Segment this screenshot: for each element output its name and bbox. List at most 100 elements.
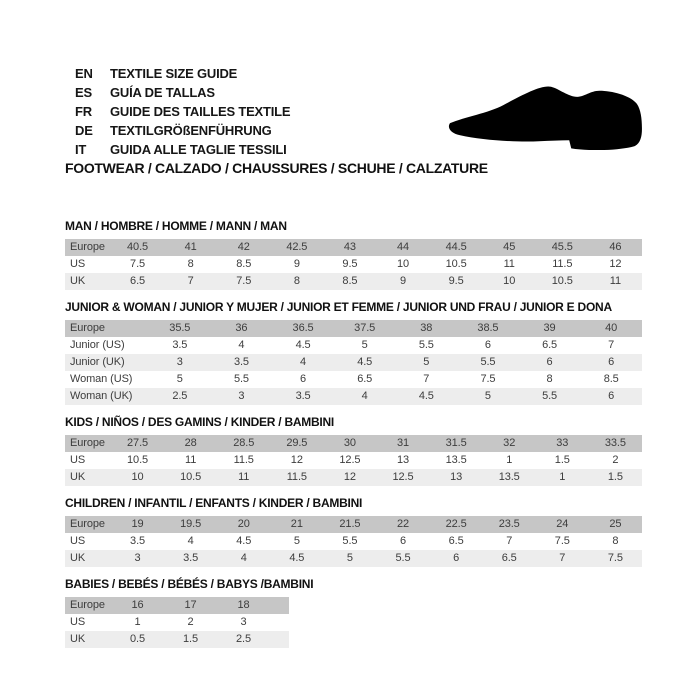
size-cell: 9.5 (448, 275, 464, 287)
size-cell: 22.5 (445, 518, 467, 530)
size-cell: 23.5 (498, 518, 520, 530)
size-cell: 12.5 (392, 471, 414, 483)
table-title: MAN / HOMBRE / HOMME / MANN / MAN (65, 219, 287, 233)
size-cell: 9 (400, 275, 407, 287)
size-cell: 4 (361, 390, 368, 402)
size-cell: 7.5 (554, 535, 570, 547)
size-cell: 5.5 (395, 552, 411, 564)
size-cell: 11.5 (233, 454, 254, 466)
language-row: ES GUÍA DE TALLAS (75, 83, 290, 102)
table-row: UK 0.5 1.5 2.5 (65, 631, 289, 648)
size-cell: 5.5 (480, 356, 496, 368)
size-cell: 33.5 (604, 437, 626, 449)
size-cell: 44.5 (445, 241, 467, 253)
size-cell: 7.5 (130, 258, 146, 270)
language-list: EN TEXTILE SIZE GUIDE ES GUÍA DE TALLAS FR GU… (75, 64, 291, 159)
size-cell: 25 (609, 518, 622, 530)
size-cell: 10 (396, 258, 410, 270)
size-cell: 8.5 (236, 258, 252, 270)
size-cell: 13 (396, 454, 410, 466)
size-cell: 2 (187, 616, 194, 628)
size-cell: 10.5 (180, 471, 202, 483)
language-code: FR (75, 104, 92, 119)
size-cell: 43 (343, 241, 356, 253)
size-cell: 7.5 (607, 552, 623, 564)
size-cell: 45 (503, 241, 516, 253)
size-cell: 11 (609, 275, 621, 287)
size-cell: 6 (484, 339, 491, 351)
table-title: CHILDREN / INFANTIL / ENFANTS / KINDER /… (65, 496, 363, 510)
size-cell: 32 (503, 437, 516, 449)
row-label: UK (70, 633, 86, 645)
row-label: UK (70, 275, 86, 287)
size-cell: 3 (176, 356, 183, 368)
size-cell: 10.5 (127, 454, 149, 466)
row-label: Europe (70, 241, 105, 253)
size-cell: 12 (290, 454, 303, 466)
size-cell: 16 (131, 599, 144, 611)
table-row: US 3.5 4 4.5 5 5.5 6 6.5 7 7.5 8 (65, 533, 642, 550)
size-cell: 3.5 (130, 535, 146, 547)
size-cell: 4.5 (295, 339, 311, 351)
size-cell: 9.5 (342, 258, 358, 270)
size-cell: 21 (290, 518, 303, 530)
size-cell: 5.5 (418, 339, 434, 351)
size-cell: 11.5 (286, 471, 307, 483)
size-cell: 28.5 (233, 437, 255, 449)
size-cell: 22 (396, 518, 410, 530)
size-table-man: MAN / HOMBRE / HOMME / MANN / MAN Europe 4… (65, 220, 642, 290)
size-cell: 2.5 (172, 390, 188, 402)
size-cell: 10 (503, 275, 516, 287)
row-label: Europe (70, 599, 105, 611)
size-cell: 5 (361, 339, 368, 351)
size-cell: 6 (400, 535, 407, 547)
size-cell: 3 (240, 616, 247, 628)
size-table-kids: KIDS / NIÑOS / DES GAMINS / KINDER / BAM… (65, 416, 642, 486)
size-cell: 31 (396, 437, 410, 449)
size-cell: 29.5 (286, 437, 308, 449)
size-cell: 19 (131, 518, 144, 530)
size-cell: 13.5 (445, 454, 467, 466)
size-cell: 9 (293, 258, 300, 270)
row-filler (270, 631, 289, 648)
language-row: IT GUIDA ALLE TAGLIE TESSILI (75, 140, 290, 159)
shoe-icon-path (448, 86, 642, 150)
size-cell: 36 (235, 322, 248, 334)
size-cell: 6 (608, 356, 615, 368)
table-row: Woman (UK) 2.5 3 3.5 4 4.5 5 5.5 6 (65, 388, 642, 405)
size-cell: 6 (608, 390, 615, 402)
language-label: GUIDE DES TAILLES TEXTILE (110, 104, 291, 119)
language-code: ES (75, 85, 92, 100)
size-cell: 3 (134, 552, 141, 564)
table-row: US 1 2 3 (65, 614, 289, 631)
size-cell: 4 (300, 356, 307, 368)
language-row: EN TEXTILE SIZE GUIDE (75, 64, 290, 83)
size-cell: 12.5 (339, 454, 361, 466)
table-title: BABIES / BEBÉS / BÉBÉS / BABYS /BAMBINI (65, 577, 314, 591)
size-cell: 1 (559, 471, 566, 483)
size-cell: 10 (131, 471, 144, 483)
language-label: TEXTILE SIZE GUIDE (110, 66, 238, 81)
language-label: GUÍA DE TALLAS (110, 85, 215, 100)
size-cell: 5.5 (542, 390, 558, 402)
size-cell: 7.5 (480, 373, 496, 385)
size-cell: 8.5 (342, 275, 358, 287)
row-label: Europe (70, 322, 105, 334)
size-cell: 4.5 (236, 535, 252, 547)
size-cell: 41 (184, 241, 197, 253)
size-cell: 0.5 (130, 633, 145, 645)
size-cell: 36.5 (292, 322, 314, 334)
size-cell: 31.5 (445, 437, 467, 449)
size-cell: 1.5 (607, 471, 623, 483)
size-cell: 24 (556, 518, 569, 530)
size-cell: 8.5 (603, 373, 619, 385)
table-row: Europe 16 17 18 (65, 597, 289, 614)
table-row: UK 6.5 7 7.5 8 8.5 9 9.5 10 10.5 11 (65, 273, 642, 290)
row-label: Junior (UK) (70, 356, 125, 368)
row-filler (270, 597, 289, 614)
size-cell: 28 (184, 437, 197, 449)
size-cell: 6.5 (448, 535, 464, 547)
category-heading: FOOTWEAR / CALZADO / CHAUSSURES / SCHUHE… (65, 160, 488, 176)
row-label: UK (70, 552, 86, 564)
